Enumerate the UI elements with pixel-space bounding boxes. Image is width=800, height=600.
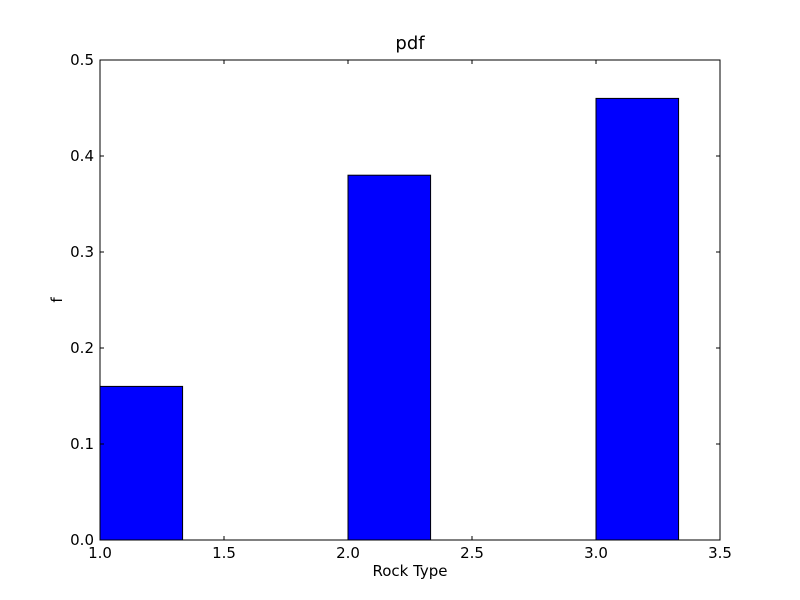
x-tick-label: 3.0 bbox=[584, 544, 608, 562]
y-tick-label: 0.3 bbox=[70, 243, 94, 261]
y-tick-label: 0.1 bbox=[70, 435, 94, 453]
bars-layer bbox=[99, 97, 680, 541]
x-tick-label: 3.5 bbox=[708, 544, 732, 562]
x-tick-label: 1.0 bbox=[88, 544, 112, 562]
y-axis-label: f bbox=[48, 297, 66, 303]
y-tick-label: 0.2 bbox=[70, 339, 94, 357]
bar-1 bbox=[99, 385, 184, 541]
plot-area-frame bbox=[99, 59, 721, 541]
x-tick-label: 1.5 bbox=[212, 544, 236, 562]
y-tick-label: 0.0 bbox=[70, 531, 94, 549]
chart-title: pdf bbox=[395, 33, 425, 54]
x-tick-label: 2.5 bbox=[460, 544, 484, 562]
y-tick-label: 0.4 bbox=[70, 147, 94, 165]
x-tick-label: 2.0 bbox=[336, 544, 360, 562]
bar-3 bbox=[595, 97, 680, 541]
y-tick-label: 0.5 bbox=[70, 51, 94, 69]
bar-2 bbox=[347, 174, 432, 541]
ticks-layer: 1.0 1.5 2.0 2.5 3.0 3.5 0.0 0.1 0.2 0.3 0.4 0.5 bbox=[70, 51, 732, 562]
x-axis-label: Rock Type bbox=[372, 562, 447, 580]
